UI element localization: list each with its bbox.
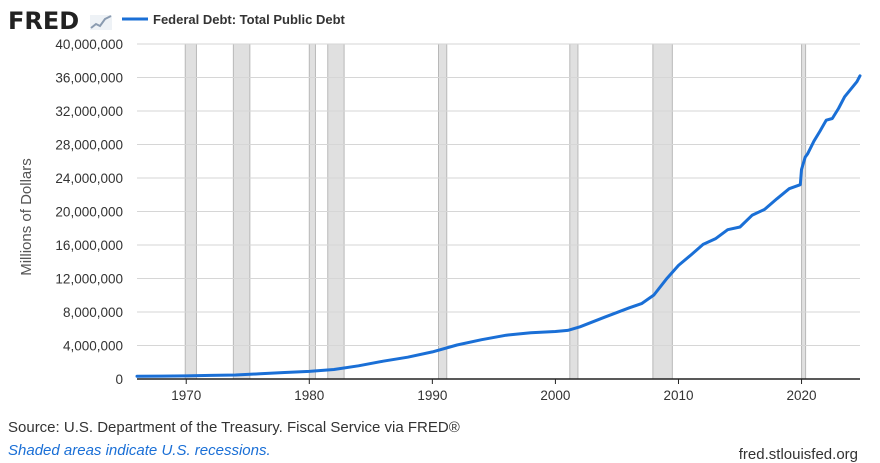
fred-logo-text: FRED: [8, 7, 79, 35]
y-tick-label: 12,000,000: [55, 272, 123, 287]
legend: Federal Debt: Total Public Debt: [122, 12, 346, 27]
fred-logo[interactable]: FRED: [8, 7, 112, 35]
x-tick-label: 1970: [171, 388, 201, 403]
x-tick-label: 1980: [294, 388, 324, 403]
y-tick-label: 8,000,000: [63, 305, 123, 320]
gridlines: [137, 43, 860, 380]
recessions-note: Shaded areas indicate U.S. recessions.: [8, 442, 271, 459]
x-tick-label: 2000: [540, 388, 570, 403]
y-tick-label: 32,000,000: [55, 104, 123, 119]
source-note: Source: U.S. Department of the Treasury.…: [8, 419, 460, 436]
fred-graph-icon: [90, 15, 112, 30]
y-tick-label: 20,000,000: [55, 205, 123, 220]
x-axis: 1970 1980 1990 2000 2010 2020: [171, 379, 817, 403]
source-text[interactable]: U.S. Department of the Treasury. Fiscal …: [63, 419, 460, 436]
y-axis: 0 4,000,000 8,000,000 12,000,000 16,000,000 2…: [55, 37, 123, 387]
x-tick-label: 2010: [663, 388, 693, 403]
y-axis-label: Millions of Dollars: [18, 158, 35, 276]
series-line: [135, 74, 862, 378]
fred-url-link[interactable]: fred.stlouisfed.org: [738, 446, 858, 463]
y-tick-label: 24,000,000: [55, 171, 123, 186]
x-tick-label: 2020: [787, 388, 817, 403]
y-tick-label: 28,000,000: [55, 138, 123, 153]
source-prefix: Source:: [8, 419, 64, 436]
series: [135, 74, 862, 378]
x-tick-label: 1990: [417, 388, 447, 403]
y-tick-label: 4,000,000: [63, 339, 123, 354]
y-tick-label: 0: [115, 372, 123, 387]
y-tick-label: 40,000,000: [55, 37, 123, 52]
legend-label: Federal Debt: Total Public Debt: [153, 12, 346, 27]
y-tick-label: 16,000,000: [55, 238, 123, 253]
y-tick-label: 36,000,000: [55, 71, 123, 86]
